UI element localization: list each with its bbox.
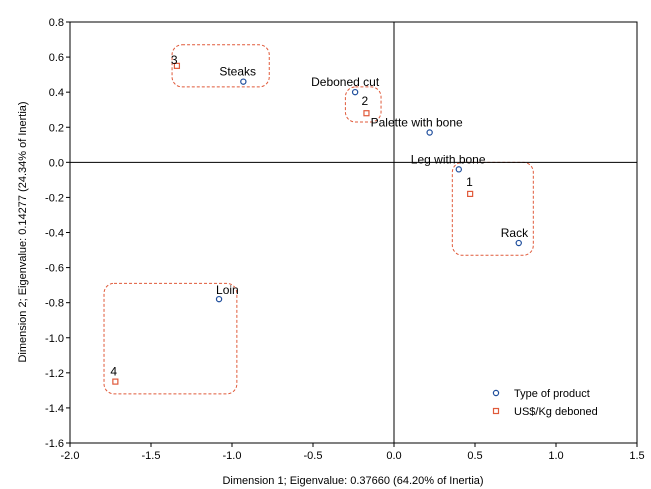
point-price-2 — [363, 110, 370, 117]
point-rack — [515, 239, 522, 247]
y-tick-label: -0.6 — [45, 263, 64, 275]
x-tick-label: -1.0 — [223, 450, 242, 462]
y-tick-label: -1.0 — [45, 333, 64, 345]
y-tick-label: 0.0 — [49, 157, 64, 169]
data-points: Steaks Deboned cut Palette with bone Leg wi… — [110, 53, 529, 385]
point-loin — [215, 295, 223, 303]
point-deboned-cut — [351, 88, 359, 96]
point-label-1: 1 — [466, 175, 473, 189]
point-label-leg-with-bone: Leg with bone — [411, 152, 486, 166]
y-tick-label: -0.8 — [45, 298, 64, 310]
x-tick-label: -2.0 — [61, 450, 80, 462]
point-label-loin: Loin — [216, 283, 239, 297]
point-price-3 — [173, 62, 181, 69]
y-tick-label: -1.2 — [45, 368, 64, 380]
y-tick-label: 0.6 — [49, 52, 64, 64]
y-axis-label: Dimension 2; Eigenvalue: 0.14277 (24.34%… — [17, 101, 29, 362]
group-outlines — [103, 44, 534, 395]
y-tick-label: 0.4 — [49, 87, 64, 99]
point-palette-with-bone — [426, 129, 433, 136]
point-price-4 — [112, 378, 119, 385]
y-tick-label: 0.2 — [49, 122, 64, 134]
point-label-palette-with-bone: Palette with bone — [371, 116, 463, 130]
group-outline-4 — [103, 282, 238, 395]
x-tick-label: 0.0 — [386, 450, 401, 462]
y-tick-label: -1.6 — [45, 438, 64, 450]
x-tick-label: -1.5 — [142, 450, 161, 462]
legend: Type of product US$/Kg deboned — [492, 388, 598, 418]
point-label-3: 3 — [171, 53, 178, 67]
point-label-deboned-cut: Deboned cut — [311, 75, 380, 89]
legend-marker-series-1 — [492, 389, 500, 397]
x-axis-label: Dimension 1; Eigenvalue: 0.37660 (64.20%… — [222, 475, 483, 487]
y-tick-label: -0.4 — [45, 228, 64, 240]
x-tick-label: 0.5 — [467, 450, 482, 462]
group-outline-2 — [344, 86, 382, 123]
legend-marker-series-2 — [492, 407, 500, 415]
y-tick-label: -0.2 — [45, 192, 64, 204]
x-tick-label: 1.5 — [629, 450, 644, 462]
x-tick-label: 1.0 — [548, 450, 563, 462]
legend-label-series-2: US$/Kg deboned — [514, 406, 598, 418]
point-label-steaks: Steaks — [219, 65, 256, 79]
legend-label-series-1: Type of product — [514, 388, 590, 400]
point-price-1 — [467, 190, 474, 198]
x-tick-label: -0.5 — [304, 450, 323, 462]
y-tick-label: -1.4 — [45, 403, 64, 415]
y-tick-label: 0.8 — [49, 17, 64, 29]
point-label-rack: Rack — [501, 226, 529, 240]
y-axis-ticks: 0.8 0.6 0.4 0.2 0.0 -0.2 -0.4 -0.6 -0.8 -1.0 -1.2 -… — [45, 17, 70, 450]
point-leg-with-bone — [455, 166, 462, 173]
point-steaks — [240, 78, 247, 85]
zero-lines — [70, 22, 637, 443]
point-label-2: 2 — [361, 94, 368, 108]
x-axis-ticks: -2.0 -1.5 -1.0 -0.5 0.0 0.5 1.0 1.5 — [61, 443, 645, 462]
point-label-4: 4 — [110, 365, 117, 379]
